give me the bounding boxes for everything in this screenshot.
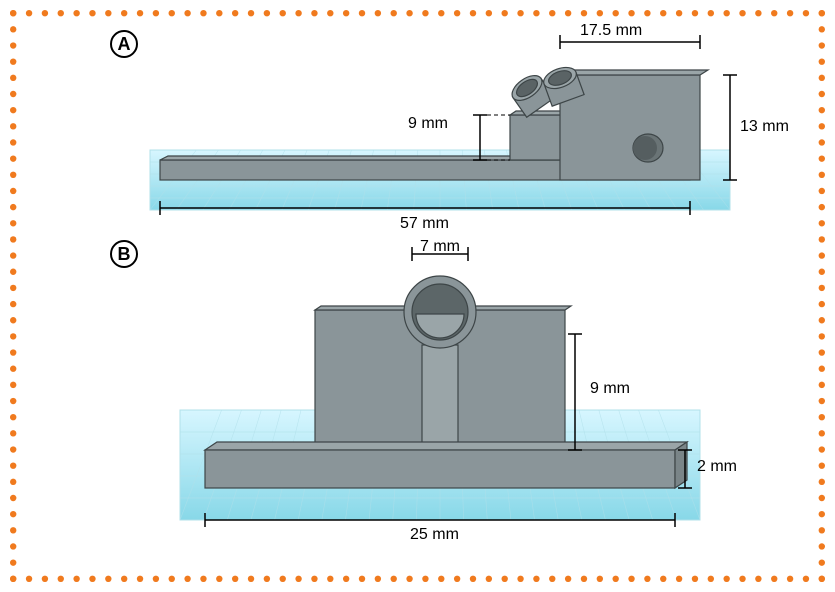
panel-label-a: A: [110, 30, 138, 58]
dim-h-2: 2 mm: [697, 458, 737, 476]
dim-w-57: 57 mm: [400, 215, 449, 233]
dim-h-9-b: 9 mm: [590, 380, 630, 398]
dim-h-9-a: 9 mm: [408, 115, 448, 133]
dim-h-13: 13 mm: [740, 118, 789, 136]
diagram-b: [110, 240, 770, 560]
dim-top-175: 17.5 mm: [580, 22, 642, 40]
diagram-a: [110, 30, 770, 240]
panel-label-b: B: [110, 240, 138, 268]
panel-b: B 7 mm 9 mm 2 mm 25 mm: [50, 240, 785, 560]
panel-a: A 17.5 mm 9 mm 13 mm 57 mm: [50, 30, 785, 240]
dim-top-7: 7 mm: [420, 238, 460, 256]
dim-w-25: 25 mm: [410, 526, 459, 544]
